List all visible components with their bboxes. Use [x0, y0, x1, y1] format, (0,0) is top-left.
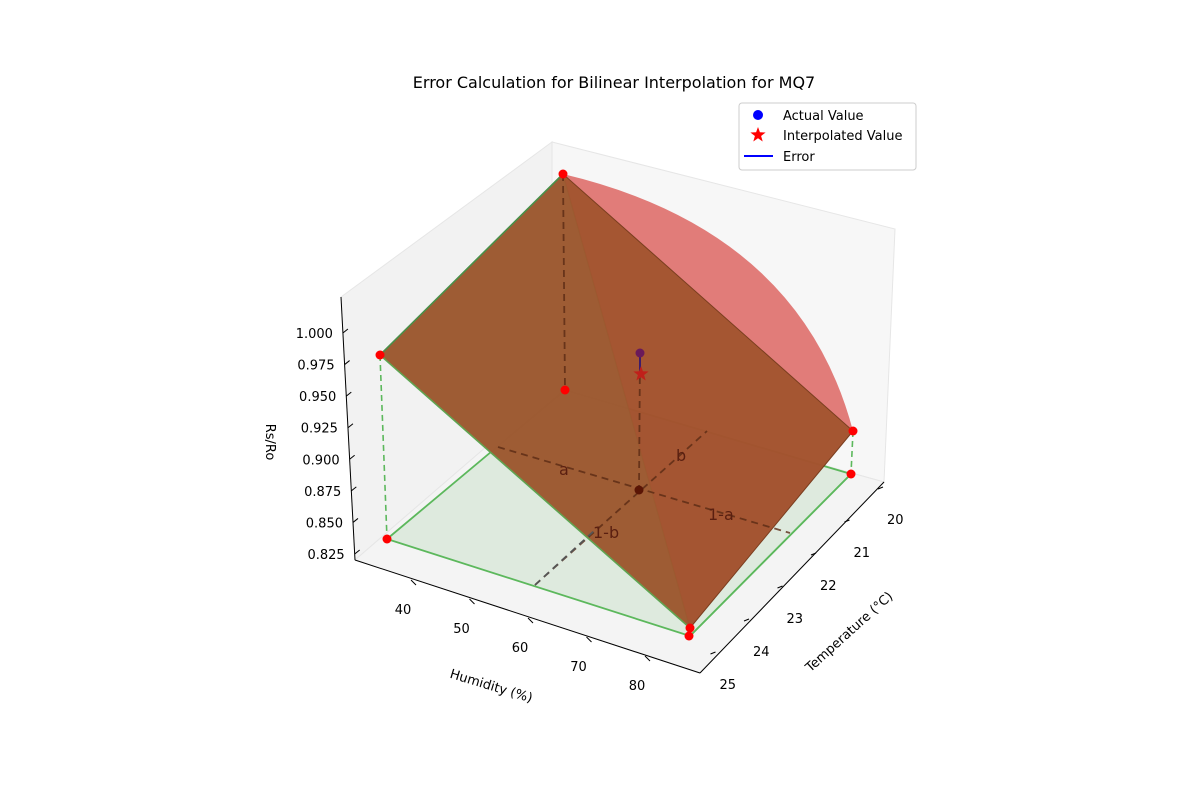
- x-tick: [644, 655, 651, 662]
- x-tick-group: 40 50 60 70 80: [395, 579, 651, 694]
- z-tick: [342, 328, 349, 334]
- y-tick-label: 24: [753, 645, 770, 660]
- projection-point: [634, 485, 644, 495]
- z-tick-label: 0.875: [304, 485, 341, 500]
- y-tick-label: 22: [820, 579, 837, 594]
- z-tick-label: 0.925: [301, 422, 338, 437]
- x-tick: [410, 579, 417, 586]
- corner-point: [382, 534, 392, 544]
- x-tick-label: 60: [512, 641, 529, 656]
- z-axis-label: Rs/Ro: [262, 424, 277, 461]
- x-tick: [469, 598, 475, 605]
- y-tick: [710, 651, 716, 655]
- label-1-a: 1-a: [708, 505, 734, 524]
- x-tick-label: 40: [395, 603, 412, 618]
- plane-edges: [379, 173, 854, 637]
- corner-point: [848, 426, 858, 436]
- z-tick: [352, 518, 359, 523]
- z-tick: [344, 360, 350, 365]
- interpolated-value-star: [633, 366, 649, 381]
- y-tick-label: 25: [720, 678, 737, 693]
- z-tick-label: 0.900: [302, 453, 339, 468]
- label-a: a: [559, 460, 569, 479]
- corner-point: [685, 623, 695, 633]
- axis-lines: [340, 296, 885, 674]
- y-tick-label: 21: [854, 546, 871, 561]
- z-tick-group: 0.825 0.850 0.875 0.900 0.925 0.950 0.975 1.000: [296, 327, 360, 563]
- chart-title: Error Calculation for Bilinear Interpola…: [413, 73, 815, 92]
- y-axis-line: [699, 481, 885, 674]
- corner-point: [560, 385, 570, 395]
- z-tick-label: 0.975: [297, 359, 334, 374]
- z-tick: [347, 423, 354, 429]
- x-tick-label: 50: [453, 622, 470, 637]
- y-tick: [844, 519, 850, 523]
- legend-frame: [738, 102, 917, 171]
- legend-label-interpolated: Interpolated Value: [783, 129, 902, 144]
- y-tick: [743, 618, 750, 622]
- label-1-b: 1-b: [593, 523, 619, 542]
- y-tick-group: 20 21 22 23 24 25: [710, 486, 904, 693]
- y-tick: [777, 585, 783, 589]
- z-tick: [345, 391, 352, 397]
- y-tick-label: 23: [787, 612, 804, 627]
- legend-interpolated-marker: [750, 127, 766, 142]
- legend: Actual Value Interpolated Value Error: [738, 102, 917, 171]
- y-tick: [810, 552, 817, 556]
- label-b: b: [676, 446, 686, 465]
- x-axis-label: Humidity (%): [448, 667, 534, 706]
- actual-value-point: [635, 348, 645, 358]
- legend-label-error: Error: [783, 150, 815, 165]
- x-tick: [527, 617, 534, 624]
- x-tick: [586, 636, 592, 643]
- y-tick-label: 20: [887, 513, 904, 528]
- z-tick-label: 1.000: [296, 327, 333, 342]
- corner-point: [558, 169, 568, 179]
- legend-actual-marker: [753, 110, 763, 120]
- x-tick-label: 80: [629, 679, 646, 694]
- corner-point: [684, 631, 694, 641]
- z-tick: [354, 549, 360, 555]
- z-tick: [351, 486, 357, 492]
- y-tick: [877, 486, 884, 490]
- z-tick-label: 0.850: [306, 516, 343, 531]
- corner-point: [846, 469, 856, 479]
- legend-label-actual: Actual Value: [783, 109, 864, 124]
- construction-line-lower: [534, 529, 596, 586]
- y-axis-label: Temperature (°C): [802, 589, 896, 676]
- z-axis-line: [340, 296, 356, 561]
- z-tick-label: 0.825: [307, 548, 344, 563]
- interpolation-labels: a b 1-a 1-b: [559, 446, 734, 542]
- z-tick: [349, 454, 355, 460]
- x-tick-label: 70: [570, 660, 587, 675]
- corner-point: [375, 350, 385, 360]
- x-axis-line: [354, 559, 701, 674]
- z-tick-label: 0.950: [299, 390, 336, 405]
- corner-points: [375, 169, 858, 641]
